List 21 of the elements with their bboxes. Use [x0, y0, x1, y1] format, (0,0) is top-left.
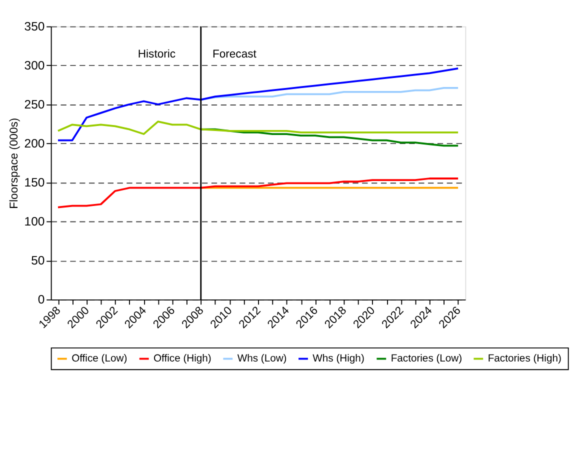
- y-tick-label: 350: [24, 20, 45, 34]
- y-tick-label: 200: [24, 136, 45, 151]
- y-axis-title: Floorspace (000s): [8, 118, 21, 209]
- y-tick-label: 300: [24, 58, 45, 73]
- annotation: Forecast: [212, 48, 258, 60]
- legend-label: Factories (High): [488, 354, 562, 365]
- annotation: Historic: [138, 48, 176, 60]
- legend-label: Office (High): [154, 354, 212, 365]
- legend-label: Factories (Low): [390, 354, 462, 365]
- legend-label: Whs (Low): [237, 354, 287, 365]
- line-series: [57, 120, 460, 135]
- line-series: [57, 68, 460, 142]
- y-tick-label: 250: [24, 98, 45, 112]
- line-series: [200, 87, 460, 101]
- legend-label: Whs (High): [312, 354, 364, 365]
- y-tick-label: 0: [38, 292, 45, 307]
- y-tick-label: 100: [24, 214, 45, 229]
- legend-label: Office (Low): [72, 354, 128, 365]
- y-tick-label: 50: [31, 254, 45, 268]
- y-tick-label: 150: [24, 176, 45, 190]
- line-series: [57, 178, 460, 208]
